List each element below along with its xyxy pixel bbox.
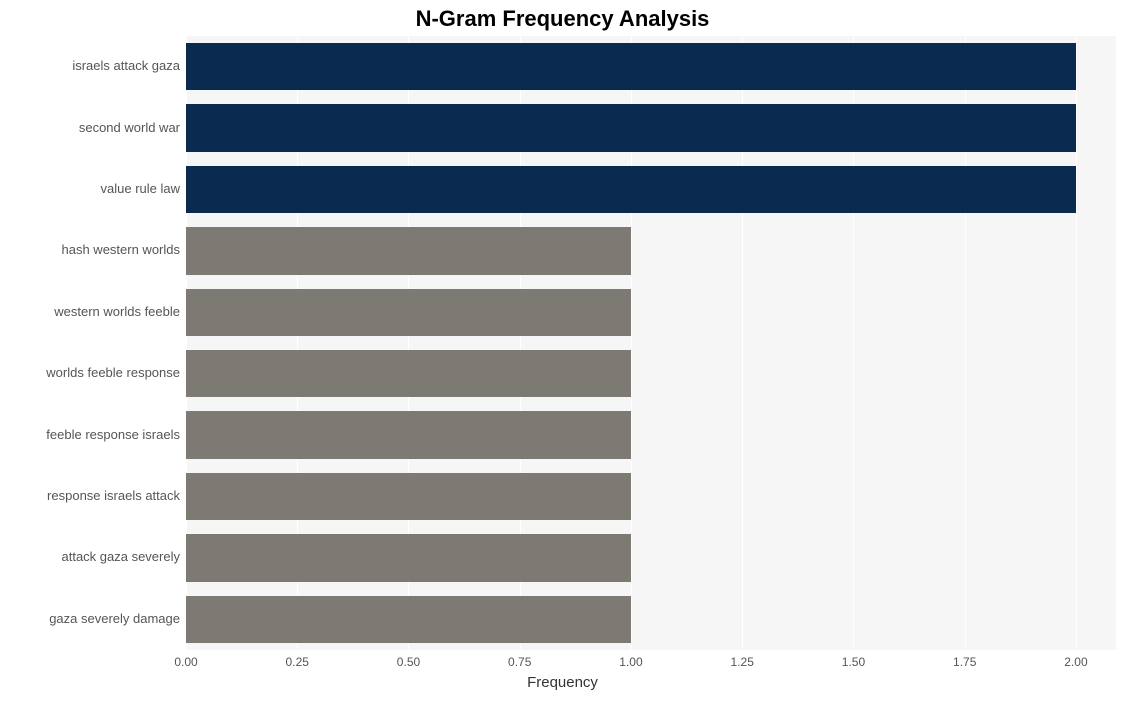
x-tick-label: 0.25 [286, 655, 309, 669]
y-tick-label: attack gaza severely [61, 549, 180, 564]
x-tick-label: 1.00 [619, 655, 642, 669]
x-tick-label: 1.50 [842, 655, 865, 669]
bar [186, 596, 631, 643]
x-tick-label: 1.75 [953, 655, 976, 669]
y-tick-label: feeble response israels [46, 427, 180, 442]
y-tick-label: western worlds feeble [54, 304, 180, 319]
x-tick-label: 2.00 [1064, 655, 1087, 669]
x-tick-label: 0.50 [397, 655, 420, 669]
x-tick-label: 0.00 [174, 655, 197, 669]
bar [186, 473, 631, 520]
x-tick-label: 1.25 [731, 655, 754, 669]
x-axis-label: Frequency [0, 674, 1125, 691]
chart-title: N-Gram Frequency Analysis [0, 6, 1125, 32]
y-tick-label: second world war [79, 120, 180, 135]
y-tick-label: response israels attack [47, 488, 180, 503]
bar [186, 289, 631, 336]
bar [186, 166, 1076, 213]
x-tick-label: 0.75 [508, 655, 531, 669]
bar [186, 350, 631, 397]
grid-line [1076, 36, 1077, 650]
y-tick-label: israels attack gaza [72, 58, 180, 73]
bar [186, 534, 631, 581]
bar [186, 43, 1076, 90]
bar [186, 411, 631, 458]
y-tick-label: value rule law [101, 181, 181, 196]
y-tick-label: worlds feeble response [46, 365, 180, 380]
ngram-frequency-chart: N-Gram Frequency Analysis Frequency isra… [0, 0, 1125, 701]
bar [186, 227, 631, 274]
y-tick-label: hash western worlds [62, 242, 181, 257]
bar [186, 104, 1076, 151]
y-tick-label: gaza severely damage [49, 611, 180, 626]
